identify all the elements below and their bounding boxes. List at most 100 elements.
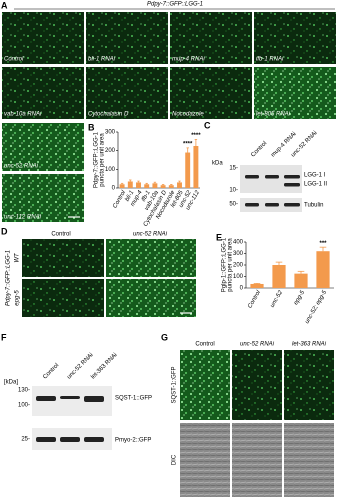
bar (250, 283, 264, 288)
y-tick-label: 100 (233, 274, 244, 280)
bar (193, 146, 199, 188)
micrograph (2, 67, 84, 119)
y-tick-label: 200 (233, 263, 244, 269)
micrograph (232, 423, 282, 497)
column-label: Control (51, 232, 70, 238)
band (284, 183, 300, 187)
y-axis-label: Pdpy-7::GFP::LGG-1 (94, 131, 100, 188)
x-tick-label: unc-52 (270, 289, 285, 308)
band-label: Tubulin (304, 203, 323, 209)
y-tick-label: 0 (112, 186, 116, 192)
image-label: bli-1 RNAi (88, 57, 116, 63)
image-label: Cytochalasin D (88, 112, 129, 118)
band-label: SQST-1::GFP (115, 396, 152, 402)
marker: 10- (229, 188, 238, 194)
image-label: unc-52 RNAi (4, 164, 39, 170)
y-tick-label: 200 (105, 148, 116, 154)
micrograph (22, 279, 104, 317)
band (245, 203, 259, 207)
marker: 130- (18, 388, 30, 394)
micrograph (86, 12, 168, 64)
band (245, 175, 259, 179)
image-label: let-805 RNAi (256, 112, 291, 118)
marker: 50- (229, 202, 238, 208)
image-label: mup-4 RNAi (172, 57, 205, 63)
bar (160, 185, 166, 188)
band (60, 437, 80, 442)
micrograph (2, 12, 84, 64)
panel-letter: B (88, 122, 95, 132)
kda-label: [kDa] (4, 380, 18, 386)
image-label: ifb-1 RNAi (256, 57, 284, 63)
micrograph (284, 423, 334, 497)
bar (316, 251, 330, 288)
x-tick-label: unc-52; epg-5 (304, 289, 328, 325)
band (36, 437, 56, 442)
y-axis-label: puncta per unit area (100, 133, 106, 187)
band (84, 396, 104, 402)
column-label: unc-52 RNAi (240, 342, 275, 348)
row-label: SQST-1::GFP (172, 366, 178, 403)
column-label: Control (195, 342, 214, 348)
band-label: LGG-1 I (304, 173, 326, 179)
bar (168, 185, 174, 188)
image-label: unc-112 RNAi (4, 215, 42, 221)
y-tick-label: 400 (233, 240, 244, 246)
row-label: epg-5 (15, 290, 21, 306)
marker: 100- (18, 403, 30, 409)
x-tick-label: bli-1 (125, 190, 136, 203)
blot (240, 165, 302, 193)
row-label: DIC (172, 454, 178, 465)
micrograph (254, 12, 336, 64)
band (36, 396, 56, 401)
bar (185, 152, 191, 188)
bar (177, 182, 182, 188)
significance: *** (319, 241, 327, 247)
micrograph (180, 423, 230, 497)
band-label: Pmyo-2::GFP (115, 438, 151, 444)
micrograph (232, 350, 282, 420)
panel-letter: C (204, 120, 211, 130)
micrograph (284, 350, 334, 420)
micrograph (22, 239, 104, 277)
panel-title: Pdpy-7::GFP::LGG-1 (147, 2, 203, 8)
lane-label: Control (250, 141, 268, 159)
column-label: let-363 RNAi (292, 342, 327, 348)
micrograph (170, 67, 252, 119)
band (84, 437, 104, 442)
micrograph (106, 279, 196, 317)
panel-letter: G (161, 332, 168, 342)
image-label: vab-10a RNAi (4, 112, 42, 118)
lane-label: Control (42, 363, 60, 381)
band (284, 175, 300, 179)
x-tick-label: ifb-1 (141, 190, 152, 203)
micrograph (106, 239, 196, 277)
y-axis-label: Pdpy-7::GFP::LGG-1 (6, 250, 12, 306)
y-axis-label: Pglp-1::GFP::LGG-1 (222, 237, 228, 292)
micrograph (2, 123, 84, 171)
bar (144, 184, 150, 188)
bar (294, 273, 308, 288)
micrograph (2, 174, 84, 222)
band (284, 203, 300, 207)
bar (136, 182, 141, 188)
panel-letter: E (216, 232, 222, 242)
x-tick-label: epg-5 (293, 289, 306, 306)
band-label: LGG-1 II (304, 182, 327, 188)
marker: 25- (21, 437, 30, 443)
significance: **** (183, 141, 193, 147)
micrograph (254, 67, 336, 119)
micrograph (86, 67, 168, 119)
bar (119, 184, 125, 188)
image-label: Nocodazole (172, 112, 204, 118)
band (265, 175, 279, 179)
y-tick-label: 100 (105, 167, 116, 173)
band (60, 396, 80, 399)
y-tick-label: 300 (233, 251, 244, 257)
y-tick-label: 300 (105, 130, 116, 136)
x-tick-label: Control (247, 289, 262, 309)
band (265, 203, 279, 207)
marker: 15- (229, 166, 238, 172)
panel-letter: F (1, 332, 7, 342)
